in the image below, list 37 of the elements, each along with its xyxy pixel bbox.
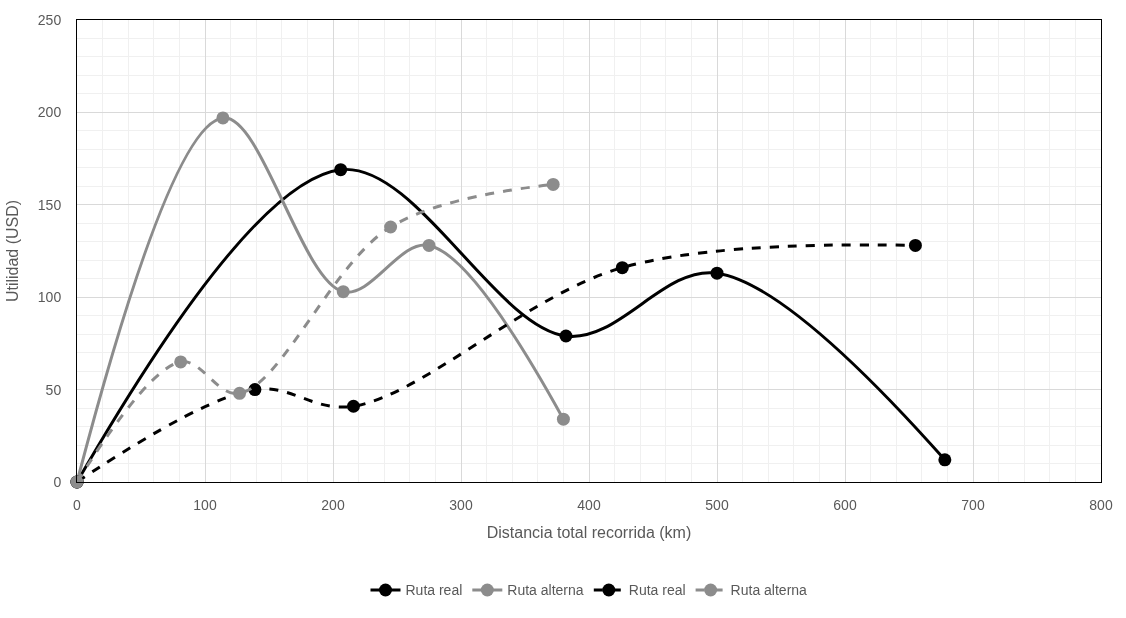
x-tick-label: 800 bbox=[1089, 496, 1113, 513]
x-tick-label: 400 bbox=[577, 496, 601, 513]
point bbox=[615, 261, 629, 275]
point bbox=[336, 285, 350, 299]
y-tick-label: 250 bbox=[37, 11, 62, 28]
x-tick-label: 100 bbox=[193, 496, 217, 513]
x-tick-label: 600 bbox=[833, 496, 857, 513]
point bbox=[546, 177, 560, 191]
y-tick-label: 0 bbox=[53, 473, 62, 490]
point bbox=[216, 111, 230, 125]
legend-label: Ruta real bbox=[405, 582, 463, 599]
point bbox=[559, 329, 573, 343]
legend-label: Ruta alterna bbox=[507, 582, 584, 599]
x-tick-label: 200 bbox=[321, 496, 345, 513]
x-tick-label: 700 bbox=[961, 496, 985, 513]
x-tick-label: 0 bbox=[73, 496, 82, 513]
y-tick-label: 100 bbox=[37, 289, 62, 306]
point bbox=[346, 399, 360, 413]
point bbox=[710, 266, 724, 280]
x-tick-label: 300 bbox=[449, 496, 473, 513]
y-tick-label: 200 bbox=[37, 104, 62, 121]
x-tick-label: 500 bbox=[705, 496, 729, 513]
point bbox=[384, 220, 398, 234]
y-tick-label: 150 bbox=[37, 196, 62, 213]
point bbox=[174, 355, 188, 369]
point bbox=[422, 238, 436, 252]
point bbox=[938, 453, 952, 467]
point bbox=[556, 412, 570, 426]
x-axis-title: Distancia total recorrida (km) bbox=[486, 524, 692, 542]
legend-label: Ruta alterna bbox=[730, 582, 808, 599]
point bbox=[908, 238, 922, 252]
point bbox=[233, 386, 247, 400]
y-tick-label: 50 bbox=[45, 381, 62, 398]
y-axis-title: Utilidad (USD) bbox=[3, 199, 21, 303]
legend-label: Ruta real bbox=[628, 582, 686, 599]
point bbox=[334, 163, 348, 177]
point bbox=[248, 383, 262, 397]
